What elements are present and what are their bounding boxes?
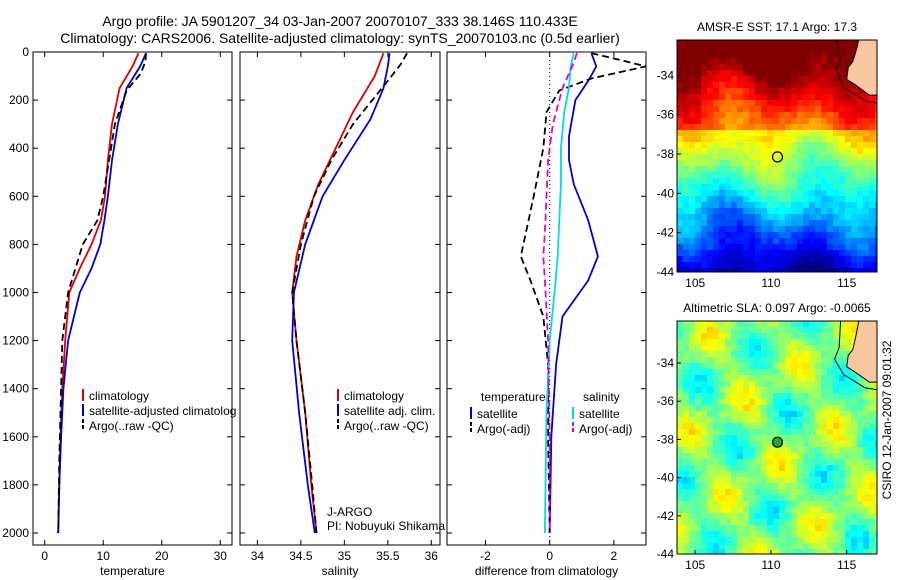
y-tick-label: 600 [9,189,29,203]
x-tick-label: 115 [837,558,856,572]
x-tick-label: 35 [338,549,352,563]
x-tick-label: 30 [214,549,228,563]
y-tick-label: -40 [657,186,675,200]
argo-float-marker [771,151,784,163]
figure-title-line-1: Argo profile: JA 5901207_34 03-Jan-2007 … [102,13,577,29]
map-title: Altimetric SLA: 0.097 Argo: -0.0065 [683,301,871,315]
series-line [291,52,385,534]
x-tick-label: 10 [97,549,111,563]
legend-label: Argo(-adj) [579,422,632,436]
legend-label: climatology [89,389,149,403]
series-line [57,52,147,534]
y-tick-label: 1800 [2,478,29,492]
x-tick-label: 34 [251,549,265,563]
legend-label: Argo(..raw -QC) [344,419,429,433]
y-tick-label: -36 [657,108,675,122]
x-tick-label: 36 [425,549,439,563]
x-tick-label: 105 [685,558,705,572]
legend-label: Argo(..raw -QC) [89,419,174,433]
y-tick-label: 200 [9,93,29,107]
y-tick-label: -44 [657,265,675,279]
y-tick-label: -34 [657,356,675,370]
x-tick-label: 2 [611,549,618,563]
x-tick-label: -2 [480,549,491,563]
series-line [542,52,578,533]
annotation-text: PI: Nobuyuki Shikama [327,519,445,533]
series-line [519,52,647,534]
legend-title: salinity [583,390,620,404]
series-line [57,53,147,534]
shelf-contour [835,40,877,104]
map-frame [676,320,878,555]
panel-sst_map: 105 110 115 -34 -36 -38 -40 -42 -44 AMSR-E SST: 1… [657,20,878,290]
legend-label: Argo(-adj) [477,422,530,436]
y-tick-label: 1400 [2,382,29,396]
y-tick-label: 1600 [2,430,29,444]
x-tick-label: 115 [837,276,856,290]
plot-layer: 0 10 20 30020040060080010001200140016001800… [2,20,878,578]
land-mass [846,321,877,383]
y-tick-label: -38 [657,432,675,446]
argo-float-marker [771,436,784,448]
x-tick-label: 0 [41,549,48,563]
y-tick-label: -34 [657,68,675,82]
legend-label: satellite adj. clim. [344,404,435,418]
map-title: AMSR-E SST: 17.1 Argo: 17.3 [697,20,857,34]
x-axis-label: difference from climatology [475,564,618,578]
y-tick-label: -42 [657,226,675,240]
x-axis-label: temperature [100,564,165,578]
y-tick-label: 1200 [2,334,29,348]
csiro-timestamp: CSIRO 12-Jan-2007 09:01:32 [880,340,894,499]
x-tick-label: 110 [761,558,780,572]
series-line [544,52,575,534]
x-tick-label: 110 [761,276,780,290]
panel-temperature: 0 10 20 30 0 200 400 600 800 1000 1200 1400 1600 1800… [2,45,236,578]
panel-sla_map: 105 110 115 -34 -36 -38 -40 -42 -44 Altimetric SL… [657,301,878,572]
panel-frame [239,51,441,546]
map-field [677,40,877,272]
y-tick-label: 400 [9,141,29,155]
legend-label: satellite [579,407,620,421]
x-tick-label: 35.5 [376,549,400,563]
y-tick-label: 2000 [2,526,29,540]
shelf-contour [834,321,877,391]
y-tick-label: -40 [657,471,675,485]
legend-label: satellite [477,407,518,421]
y-tick-label: 0 [22,45,29,59]
map-frame [676,39,878,273]
y-tick-label: -44 [657,547,675,561]
figure-title-line-2: Climatology: CARS2006. Satellite-adjuste… [60,30,620,46]
land-mass [846,40,877,96]
legend-title: temperature [481,390,546,404]
x-tick-label: 105 [685,276,705,290]
series-line [548,52,599,534]
legend-label: satellite-adjusted climatolog [89,404,236,418]
map-field [677,321,877,554]
annotation-text: J-ARGO [327,505,372,519]
y-tick-label: 1000 [2,285,29,299]
y-tick-label: -36 [657,394,675,408]
x-tick-label: 34.5 [289,549,313,563]
panel-salinity: 34 34.5 35 35.5 36 salinity climatologysatelli… [239,51,445,578]
x-tick-label: 20 [155,549,169,563]
y-tick-label: -42 [657,509,675,523]
y-tick-label: 800 [9,237,29,251]
x-tick-label: 0 [546,549,553,563]
legend-label: climatology [344,389,404,403]
y-tick-label: -38 [657,147,675,161]
panel-frame [32,51,233,546]
x-axis-label: salinity [322,564,359,578]
